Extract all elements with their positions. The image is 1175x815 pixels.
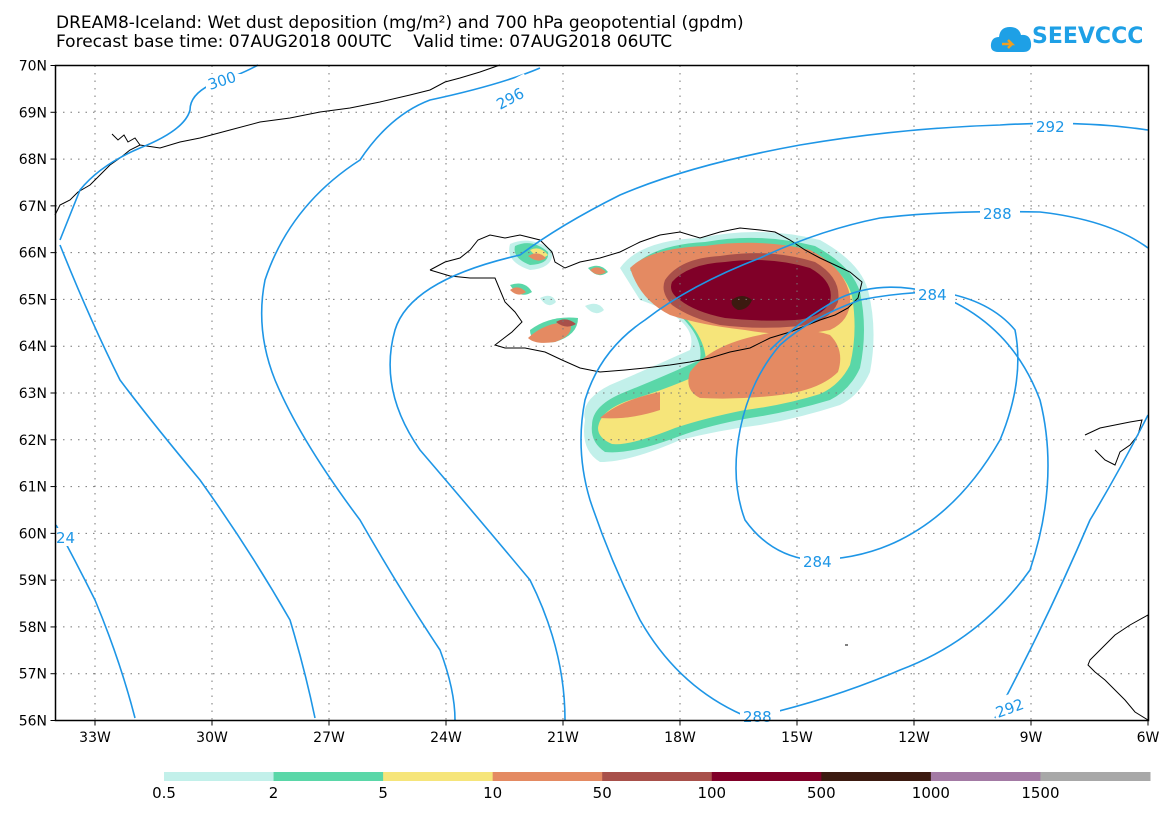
lat-label: 65N (19, 292, 47, 308)
dust-level-5-west (530, 248, 548, 258)
legend-colorbar (164, 772, 1151, 781)
greenland-coast-inner (111, 133, 141, 146)
svg-text:24: 24 (56, 529, 75, 547)
lon-label: 12W (898, 730, 930, 746)
lon-label: 6W (1137, 730, 1160, 746)
lon-label: 18W (664, 730, 696, 746)
contour-labels: 300 296 292 288 284 284 288 292 24 (56, 68, 1073, 726)
svg-text:284: 284 (918, 286, 947, 304)
lat-label: 62N (19, 433, 47, 449)
dust-level-50-spot (556, 319, 576, 327)
dust-level-10-south (600, 392, 660, 419)
legend-swatch (273, 772, 384, 781)
dust-level-0-5-spot (540, 295, 556, 306)
lat-label: 70N (19, 59, 47, 75)
legend-label: 0.5 (152, 784, 176, 802)
svg-text:284: 284 (803, 553, 832, 571)
contour-label-300: 300 (206, 68, 246, 94)
legend-swatch (711, 772, 822, 781)
contour-292-east (994, 414, 1149, 719)
lat-label: 66N (19, 246, 47, 262)
lat-label: 69N (19, 105, 47, 121)
legend-swatch (930, 772, 1041, 781)
legend-swatch (164, 772, 275, 781)
dust-level-100 (671, 260, 831, 321)
contour-left2 (59, 244, 316, 719)
legend-label: 2 (268, 784, 279, 802)
legend-label: 10 (483, 784, 503, 802)
contour-288-south (749, 286, 1049, 719)
dust-level-0-5-spot (585, 303, 604, 314)
lon-label: 21W (547, 730, 579, 746)
greenland-coast (54, 64, 501, 216)
map-title: DREAM8-Iceland: Wet dust deposition (mg/… (56, 13, 744, 33)
contour-label-284-south: 284 (800, 551, 840, 571)
lon-label: 30W (196, 730, 228, 746)
contour-label-284: 284 (915, 284, 955, 304)
lon-label: 27W (313, 730, 345, 746)
lat-label: 61N (19, 480, 47, 496)
lon-label: 9W (1020, 730, 1043, 746)
legend-swatch (821, 772, 932, 781)
lat-label: 60N (19, 526, 47, 542)
contour-304-edge (55, 524, 136, 719)
contour-label-edge: 24 (56, 528, 75, 547)
lat-label: 57N (19, 667, 47, 683)
iceland-coast (429, 227, 863, 373)
legend-label: 5 (378, 784, 388, 802)
scotland-coast (1087, 614, 1149, 721)
dust-level-10-spot (528, 253, 546, 261)
lat-label: 64N (19, 339, 47, 355)
contour-label-292: 292 (1033, 116, 1073, 136)
legend-label: 1000 (911, 784, 950, 802)
seevccc-logo: SEEVCCC (990, 22, 1150, 58)
contour-292 (389, 122, 1149, 721)
contour-296 (260, 67, 541, 721)
dust-level-10 (688, 330, 841, 399)
legend-label: 50 (592, 784, 612, 802)
legend-label: 1500 (1021, 784, 1060, 802)
contour-284 (735, 291, 1019, 561)
legend-swatch (492, 772, 603, 781)
legend-swatch (602, 772, 713, 781)
dust-deposition-shading (509, 231, 874, 462)
logo-text: SEEVCCC (1032, 24, 1144, 49)
lon-label: 24W (430, 730, 462, 746)
contour-label-288-south: 288 (740, 708, 780, 726)
contour-label-292-east: 292 (989, 688, 1030, 722)
dust-level-10-spot (590, 267, 606, 275)
legend-label: 500 (807, 784, 836, 802)
svg-text:288: 288 (743, 708, 772, 726)
legend-swatch (1040, 772, 1151, 781)
lat-label: 68N (19, 152, 47, 168)
cloud-icon (990, 27, 1032, 52)
lat-label: 56N (19, 714, 47, 730)
forecast-time-line: Forecast base time: 07AUG2018 00UTC Vali… (56, 32, 673, 52)
latitude-labels: 70N 69N 68N 67N 66N 65N 64N 63N 62N 61N 60N 59N 58N 5… (19, 59, 56, 730)
longitude-labels: 33W 30W 27W 24W 21W 18W 15W 12W 9W 6W (79, 720, 1160, 746)
legend-label: 100 (697, 784, 727, 802)
lon-label: 33W (79, 730, 111, 746)
svg-text:292: 292 (1036, 118, 1065, 136)
lat-label: 67N (19, 199, 47, 215)
dust-level-10-spot (528, 322, 571, 343)
lat-label: 59N (19, 573, 47, 589)
coastlines (54, 64, 1149, 721)
lat-label: 63N (19, 386, 47, 402)
lon-label: 15W (781, 730, 813, 746)
svg-text:288: 288 (983, 205, 1012, 223)
legend-swatch (383, 772, 494, 781)
lat-label: 58N (19, 620, 47, 636)
contour-label-288: 288 (980, 204, 1020, 224)
dust-level-10-spot (510, 287, 526, 295)
